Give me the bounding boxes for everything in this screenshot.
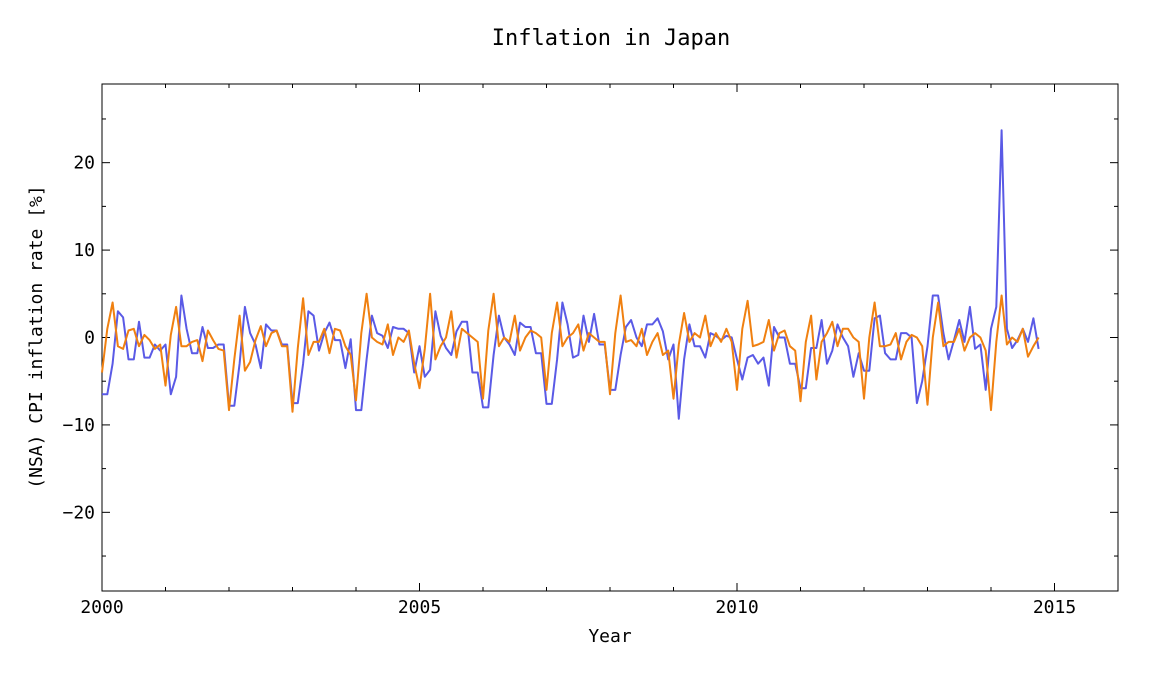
y-tick-label: 20 [73,153,95,174]
series-layer [101,129,1040,420]
x-axis-label: Year [588,626,632,647]
x-tick-label: 2010 [715,597,758,618]
y-tick-label: −20 [62,502,95,523]
x-tick-label: 2005 [398,597,441,618]
y-axis: 20 10 0 −10 −20 [62,118,1118,557]
series-line-1 [102,129,1040,420]
x-tick-label: 2000 [80,597,123,618]
y-tick-label: 0 [84,328,95,349]
x-axis: 2000 2005 2010 2015 [80,84,1119,618]
chart-title: Inflation in Japan [492,26,730,51]
y-tick-label: −10 [62,415,95,436]
y-axis-label: (NSA) CPI inflation rate [%] [26,185,47,488]
series-line-2 [101,292,1040,413]
x-tick-label: 2015 [1033,597,1076,618]
y-tick-label: 10 [73,240,95,261]
